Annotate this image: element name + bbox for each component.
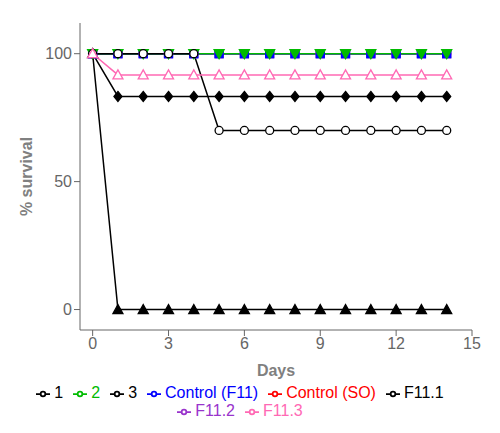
html-text:Control (SO): Control (SO) [286, 384, 376, 401]
html-text:3: 3 [128, 384, 138, 401]
svg-text:Days: Days [257, 362, 295, 379]
html-text:Control (F11): Control (F11) [165, 384, 259, 401]
svg-text:100: 100 [45, 45, 72, 62]
html-text:F11.1: F11.1 [403, 384, 444, 401]
svg-text:% survival: % survival [18, 137, 35, 216]
svg-text:0: 0 [88, 335, 97, 352]
svg-text:15: 15 [463, 335, 481, 352]
svg-text:3: 3 [164, 335, 173, 352]
html-text:F11.2: F11.2 [195, 402, 235, 419]
svg-text:6: 6 [240, 335, 249, 352]
svg-text:9: 9 [316, 335, 325, 352]
svg-text:12: 12 [387, 335, 405, 352]
html-text:F11.3: F11.3 [263, 402, 303, 419]
html-text:2: 2 [91, 384, 101, 401]
svg-text:0: 0 [63, 301, 72, 318]
svg-text:50: 50 [54, 173, 72, 190]
html-text:1: 1 [54, 384, 64, 401]
